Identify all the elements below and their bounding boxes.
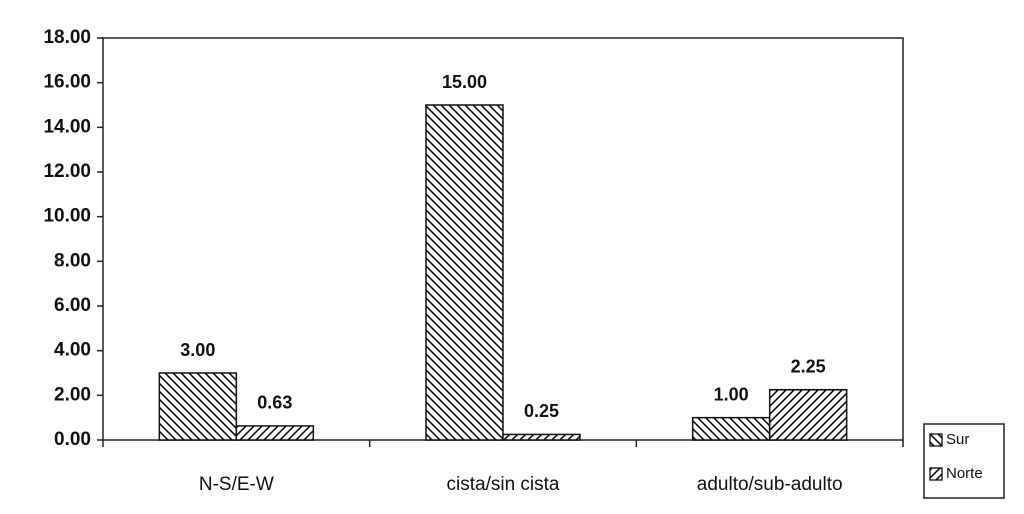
y-tick-label: 0.00 — [54, 429, 91, 450]
bar — [691, 416, 771, 441]
bar — [768, 389, 848, 441]
legend — [923, 423, 1005, 499]
y-tick-label: 2.00 — [54, 384, 91, 405]
y-tick-label: 4.00 — [54, 340, 91, 361]
value-label: 2.25 — [791, 357, 826, 377]
y-tick-label: 14.00 — [43, 116, 91, 137]
value-label: 1.00 — [714, 384, 749, 404]
y-tick-label: 10.00 — [43, 206, 91, 227]
y-tick-label: 6.00 — [54, 295, 91, 316]
bar — [425, 104, 504, 441]
y-tick-label: 18.00 — [43, 27, 91, 48]
bar — [235, 425, 315, 441]
bar — [502, 433, 581, 441]
bar — [158, 372, 238, 441]
value-label: 0.25 — [524, 401, 559, 421]
y-tick-label: 12.00 — [43, 161, 91, 182]
y-tick-label: 8.00 — [54, 250, 91, 271]
y-tick-label: 16.00 — [43, 72, 91, 93]
legend-swatch — [929, 467, 943, 481]
legend-box — [923, 423, 1005, 499]
legend-label: Norte — [946, 465, 983, 482]
x-tick-label: N-S/E-W — [199, 474, 274, 495]
legend-swatch — [929, 433, 943, 447]
legend-label: Sur — [946, 431, 969, 448]
value-label: 3.00 — [180, 340, 215, 360]
x-tick-label: cista/sin cista — [447, 474, 560, 495]
x-tick-label: adulto/sub-adulto — [697, 474, 843, 495]
value-label: 15.00 — [442, 72, 487, 92]
value-label: 0.63 — [257, 393, 292, 413]
